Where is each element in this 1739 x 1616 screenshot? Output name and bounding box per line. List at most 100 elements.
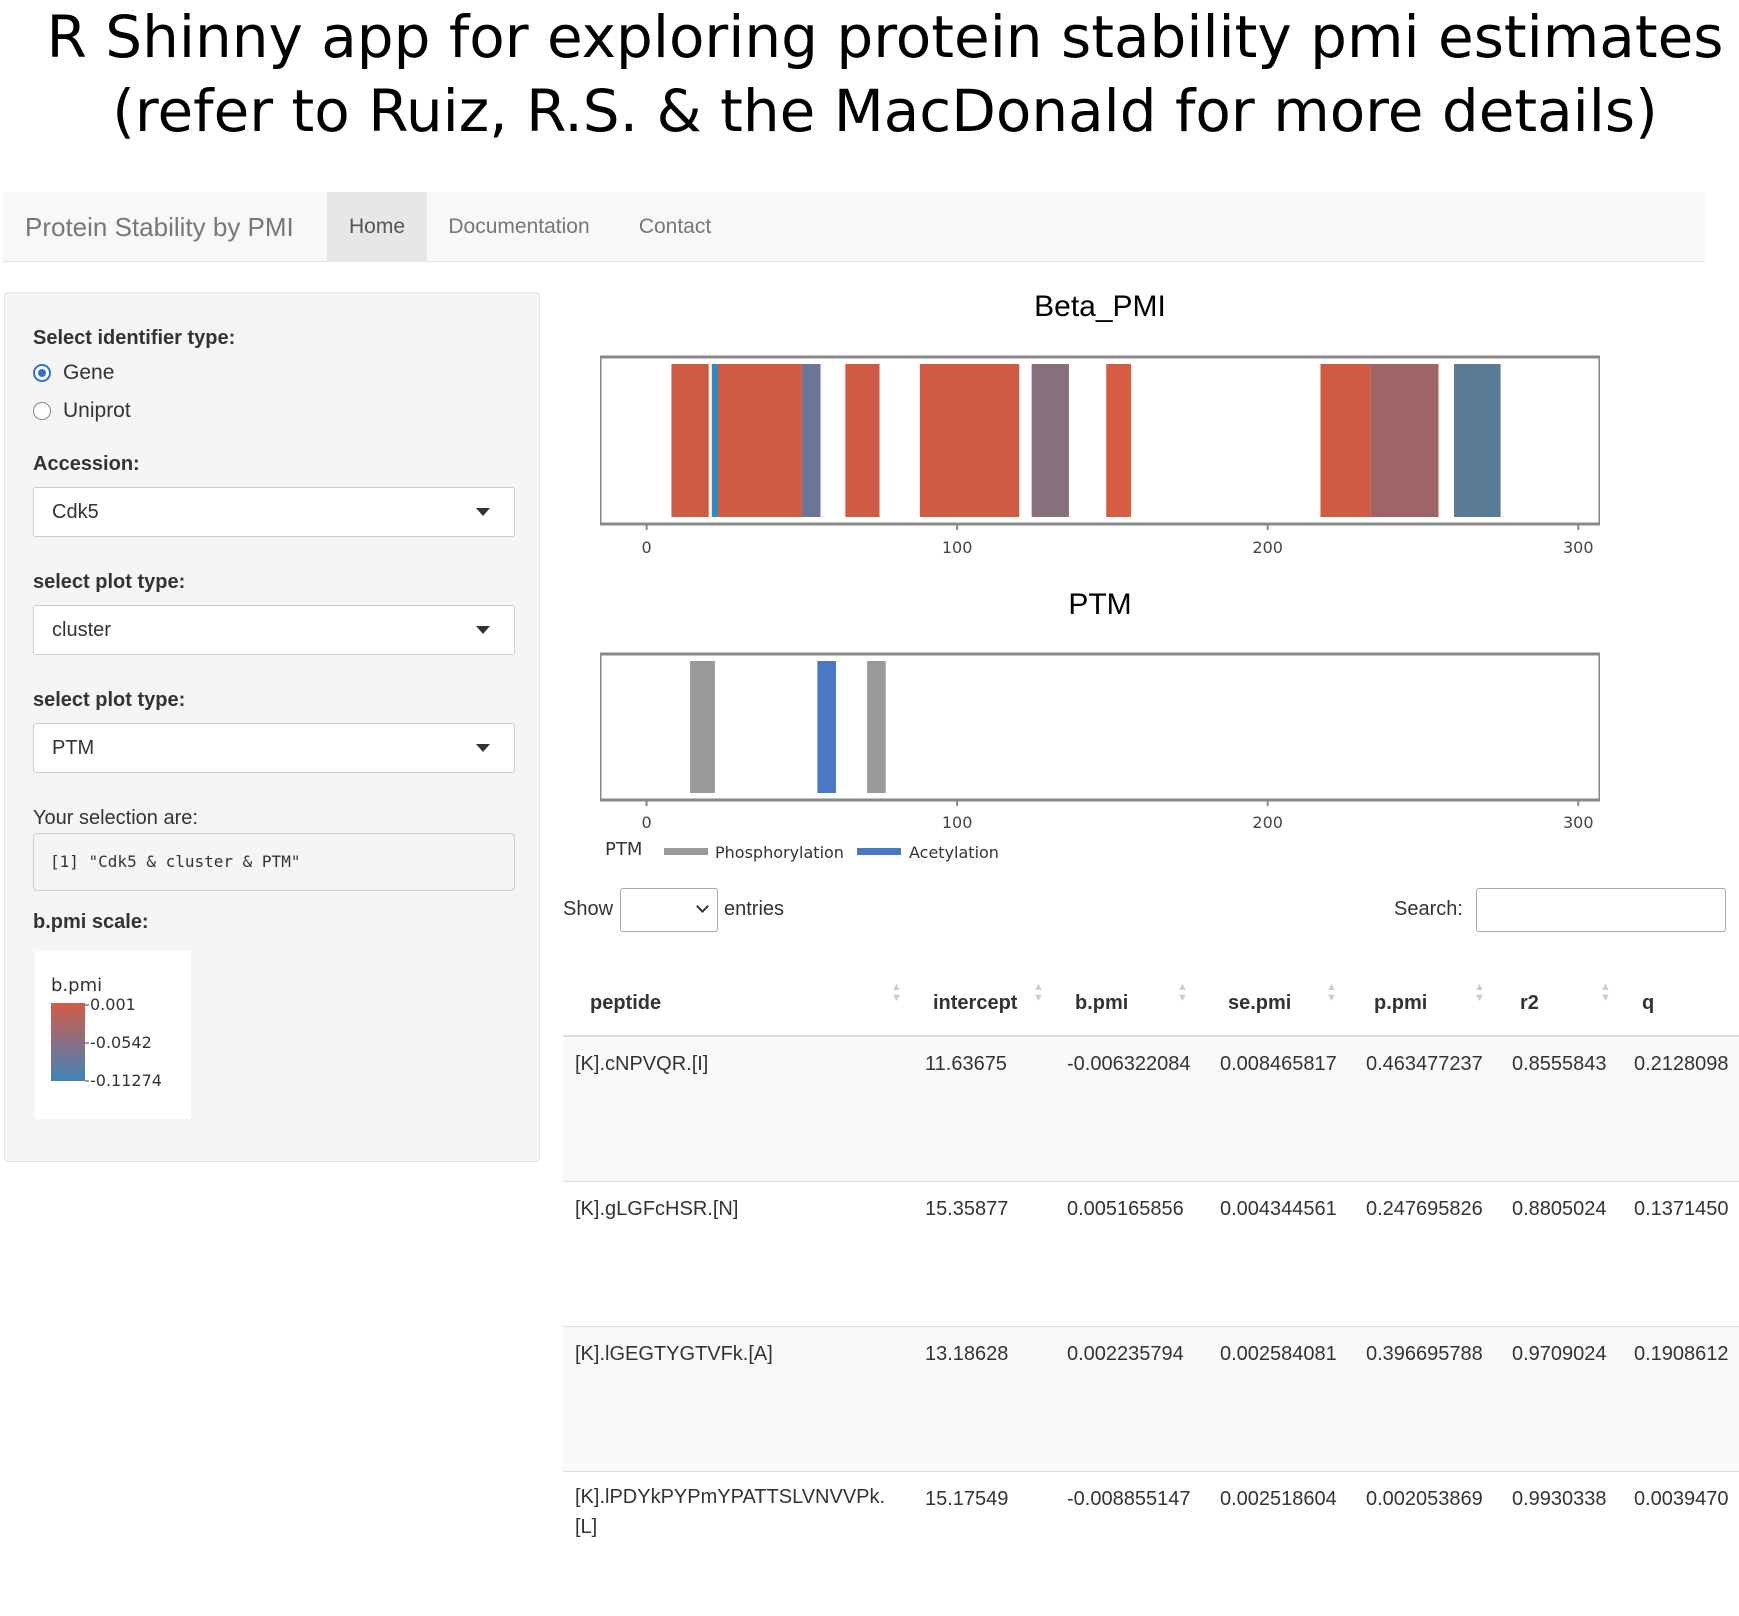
radio-gene-button[interactable] xyxy=(33,364,51,382)
tab-home[interactable]: Home xyxy=(327,192,427,262)
column-header-se-pmi[interactable]: se.pmi ▲ ▼ xyxy=(1208,968,1354,1037)
plot-type-select-2[interactable]: PTM xyxy=(33,723,515,773)
cell-peptide: [K].lPDYkPYPmYPATTSLVNVVPk.[L] xyxy=(563,1470,913,1616)
cell-b-pmi: -0.006322084 xyxy=(1055,1035,1208,1181)
plot-type-select-2-value: PTM xyxy=(52,737,95,759)
chevron-down-icon xyxy=(696,900,709,913)
beta-pmi-segment xyxy=(1031,364,1069,517)
navbar-brand[interactable]: Protein Stability by PMI xyxy=(25,212,294,242)
search-label: Search: xyxy=(1394,898,1463,920)
x-tick-label: 100 xyxy=(942,813,973,832)
search-input[interactable] xyxy=(1476,888,1726,932)
radio-gene-label: Gene xyxy=(63,361,115,384)
legend-label-acetylation: Acetylation xyxy=(909,843,999,862)
cell-p-pmi: 0.247695826 xyxy=(1354,1180,1500,1326)
column-header-intercept[interactable]: intercept ▲ ▼ xyxy=(913,968,1055,1037)
legend-label-phosphorylation: Phosphorylation xyxy=(715,843,844,862)
accession-label: Accession: xyxy=(33,453,140,475)
scale-legend-title: b.pmi xyxy=(51,975,102,996)
plot-type-select-1[interactable]: cluster xyxy=(33,605,515,655)
ptm-plot-frame xyxy=(600,652,1600,802)
plot-type-label-1: select plot type: xyxy=(33,571,186,593)
x-tick-label: 100 xyxy=(942,538,973,557)
cell-se-pmi: 0.004344561 xyxy=(1208,1180,1354,1326)
cell-se-pmi: 0.002518604 xyxy=(1208,1470,1354,1616)
chevron-down-icon xyxy=(476,626,490,634)
table-row[interactable]: [K].lGEGTYGTVFk.[A] 13.18628 0.002235794… xyxy=(563,1325,1739,1471)
beta-pmi-segment xyxy=(801,364,821,517)
table-row[interactable]: [K].gLGFcHSR.[N] 15.35877 0.005165856 0.… xyxy=(563,1180,1739,1326)
cell-q: 0.0039470 xyxy=(1622,1470,1739,1616)
ptm-mark-phosphorylation xyxy=(867,661,886,793)
caption-line-2: (refer to Ruiz, R.S. & the MacDonald for… xyxy=(112,77,1658,145)
pmi-data-table: peptide ▲ ▼ intercept ▲ ▼ b.pmi ▲ ▼ se.pmi ▲ ▼ p… xyxy=(563,968,1739,1616)
scale-tick-label: -0.0542 xyxy=(90,1033,152,1052)
sort-icon: ▲ ▼ xyxy=(1600,981,1611,1004)
radio-uniprot[interactable]: Uniprot xyxy=(33,399,131,423)
sort-icon: ▲ ▼ xyxy=(891,981,902,1004)
cell-intercept: 11.63675 xyxy=(913,1035,1055,1181)
cell-se-pmi: 0.002584081 xyxy=(1208,1325,1354,1471)
cell-r2: 0.8555843 xyxy=(1500,1035,1622,1181)
cell-p-pmi: 0.002053869 xyxy=(1354,1470,1500,1616)
legend-swatch-acetylation xyxy=(857,848,901,855)
accession-select-value: Cdk5 xyxy=(52,501,99,523)
x-tick-label: 0 xyxy=(641,538,651,557)
column-header-q[interactable]: q xyxy=(1622,968,1739,1037)
ptm-chart-title: PTM xyxy=(1068,588,1132,621)
cell-b-pmi: 0.005165856 xyxy=(1055,1180,1208,1326)
beta-pmi-segment xyxy=(919,364,1020,517)
column-header-p-pmi[interactable]: p.pmi ▲ ▼ xyxy=(1354,968,1500,1037)
cell-b-pmi: 0.002235794 xyxy=(1055,1325,1208,1471)
accession-select[interactable]: Cdk5 xyxy=(33,487,515,537)
column-header-r2[interactable]: r2 ▲ ▼ xyxy=(1500,968,1622,1037)
cell-r2: 0.9930338 xyxy=(1500,1470,1622,1616)
radio-gene[interactable]: Gene xyxy=(33,361,114,385)
navbar: Protein Stability by PMI Home Documentat… xyxy=(3,192,1705,262)
cell-peptide: [K].cNPVQR.[I] xyxy=(563,1035,913,1181)
table-row[interactable]: [K].lPDYkPYPmYPATTSLVNVVPk.[L] 15.17549 … xyxy=(563,1470,1739,1616)
cell-q: 0.2128098 xyxy=(1622,1035,1739,1181)
scale-tick-label: -0.11274 xyxy=(90,1071,162,1090)
beta-pmi-segment xyxy=(718,364,802,517)
x-tick-label: 200 xyxy=(1252,813,1283,832)
cell-peptide: [K].lGEGTYGTVFk.[A] xyxy=(563,1325,913,1471)
chevron-down-icon xyxy=(476,508,490,516)
sidebar-panel: Select identifier type: Gene Uniprot Acc… xyxy=(4,292,540,1162)
selection-label: Your selection are: xyxy=(33,807,198,829)
ptm-mark-phosphorylation xyxy=(690,661,715,793)
radio-uniprot-button[interactable] xyxy=(33,402,51,420)
beta-pmi-segment xyxy=(1454,364,1501,517)
cell-intercept: 13.18628 xyxy=(913,1325,1055,1471)
sort-icon: ▲ ▼ xyxy=(1033,981,1044,1004)
tab-contact[interactable]: Contact xyxy=(638,215,712,238)
selection-output: [1] "Cdk5 & cluster & PTM" xyxy=(33,833,515,891)
beta-pmi-segment xyxy=(1370,364,1439,517)
beta-pmi-segment xyxy=(1106,364,1132,517)
caption-line-1: R Shinny app for exploring protein stabi… xyxy=(46,3,1724,71)
cell-q: 0.1371450 xyxy=(1622,1180,1739,1326)
cell-intercept: 15.17549 xyxy=(913,1470,1055,1616)
x-tick-label: 300 xyxy=(1563,813,1594,832)
cell-p-pmi: 0.396695788 xyxy=(1354,1325,1500,1471)
beta-pmi-segment xyxy=(711,364,719,517)
sort-icon: ▲ ▼ xyxy=(1177,981,1188,1004)
show-label: Show xyxy=(563,898,614,920)
tab-documentation[interactable]: Documentation xyxy=(448,215,590,238)
x-tick-label: 200 xyxy=(1252,538,1283,557)
cell-intercept: 15.35877 xyxy=(913,1180,1055,1326)
scale-label: b.pmi scale: xyxy=(33,911,149,933)
cell-b-pmi: -0.008855147 xyxy=(1055,1470,1208,1616)
plot-type-select-1-value: cluster xyxy=(52,619,111,641)
radio-uniprot-label: Uniprot xyxy=(63,399,131,422)
cell-q: 0.1908612 xyxy=(1622,1325,1739,1471)
entries-length-select[interactable] xyxy=(620,888,718,932)
column-header-b-pmi[interactable]: b.pmi ▲ ▼ xyxy=(1055,968,1208,1037)
legend-swatch-phosphorylation xyxy=(664,848,708,855)
table-row[interactable]: [K].cNPVQR.[I] 11.63675 -0.006322084 0.0… xyxy=(563,1035,1739,1181)
ptm-legend-title: PTM xyxy=(605,839,642,860)
scale-gradient-bar xyxy=(51,1003,85,1081)
figure-caption: R Shinny app for exploring protein stabi… xyxy=(0,0,1739,148)
ptm-chart: 0 100 200 300 PTM Phosphorylation Acetylati… xyxy=(600,652,1600,862)
column-header-peptide[interactable]: peptide ▲ ▼ xyxy=(563,968,913,1037)
